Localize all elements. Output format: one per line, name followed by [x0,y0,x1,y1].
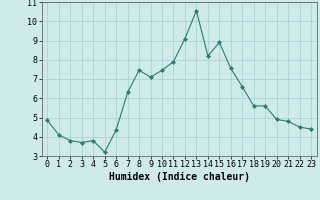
X-axis label: Humidex (Indice chaleur): Humidex (Indice chaleur) [109,172,250,182]
